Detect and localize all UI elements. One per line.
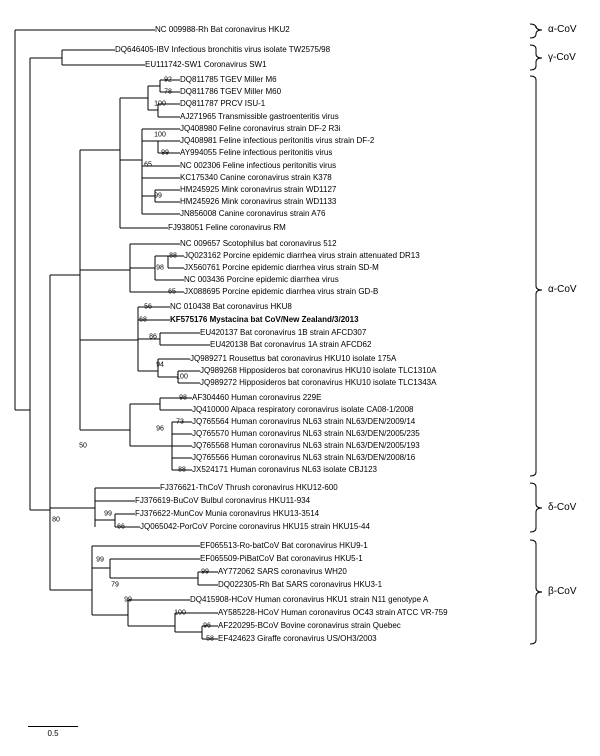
taxon-label: JX560761 Porcine epidemic diarrhea virus… bbox=[184, 264, 379, 272]
bootstrap-value: 78 bbox=[164, 89, 172, 96]
clade-bracket bbox=[530, 76, 542, 476]
taxon-label: JX524171 Human coronavirus NL63 isolate … bbox=[192, 466, 377, 474]
taxon-label: JN856008 Canine coronavirus strain A76 bbox=[180, 210, 325, 218]
taxon-label: JQ410000 Alpaca respiratory coronavirus … bbox=[192, 406, 413, 414]
taxon-label: HM245925 Mink coronavirus strain WD1127 bbox=[180, 186, 336, 194]
taxon-label: EU111742-SW1 Coronavirus SW1 bbox=[145, 61, 267, 69]
taxon-label: NC 009988-Rh Bat coronavirus HKU2 bbox=[155, 26, 290, 34]
taxon-label: FJ376622-MunCov Munia coronavirus HKU13-… bbox=[135, 510, 319, 518]
taxon-label: JQ989271 Rousettus bat coronavirus HKU10… bbox=[190, 355, 396, 363]
taxon-label: JQ065042-PorCoV Porcine coronavirus HKU1… bbox=[140, 523, 370, 531]
taxon-label: DQ811785 TGEV Miller M6 bbox=[180, 76, 277, 84]
taxon-label: JQ765566 Human coronavirus NL63 strain N… bbox=[192, 454, 415, 462]
taxon-label: JQ023162 Porcine epidemic diarrhea virus… bbox=[184, 252, 420, 260]
taxon-label: JQ989272 Hipposideros bat coronavirus HK… bbox=[200, 379, 436, 387]
taxon-label: JQ765564 Human coronavirus NL63 strain N… bbox=[192, 418, 415, 426]
clade-bracket bbox=[530, 24, 542, 38]
bootstrap-value: 99 bbox=[104, 511, 112, 518]
bootstrap-value: 88 bbox=[178, 467, 186, 474]
scale-line bbox=[28, 726, 78, 727]
bootstrap-value: 99 bbox=[124, 597, 132, 604]
taxon-label: JQ408980 Feline coronavirus strain DF-2 … bbox=[180, 125, 341, 133]
bootstrap-value: 99 bbox=[96, 557, 104, 564]
clade-label: γ-CoV bbox=[548, 53, 576, 63]
bootstrap-value: 92 bbox=[164, 77, 172, 84]
taxon-label: KC175340 Canine coronavirus strain K378 bbox=[180, 174, 332, 182]
taxon-label: EU420137 Bat coronavirus 1B strain AFCD3… bbox=[200, 329, 366, 337]
bootstrap-value: 100 bbox=[174, 610, 186, 617]
clade-bracket bbox=[530, 45, 542, 70]
taxon-label: AF304460 Human coronavirus 229E bbox=[192, 394, 321, 402]
taxon-label: FJ376621-ThCoV Thrush coronavirus HKU12-… bbox=[160, 484, 338, 492]
taxon-label: AY994055 Feline infectious peritonitis v… bbox=[180, 149, 332, 157]
scale-label: 0.5 bbox=[47, 729, 58, 738]
clade-label: α-CoV bbox=[548, 25, 577, 35]
taxon-label: AY585228-HCoV Human coronavirus OC43 str… bbox=[218, 609, 448, 617]
bootstrap-value: 96 bbox=[156, 426, 164, 433]
clade-bracket bbox=[530, 483, 542, 532]
taxon-label: AY772062 SARS coronavirus WH20 bbox=[218, 568, 347, 576]
taxon-label: EF065509-PiBatCoV Bat coronavirus HKU5-1 bbox=[200, 555, 363, 563]
taxon-label: AJ271965 Transmissible gastroenteritis v… bbox=[180, 113, 339, 121]
taxon-label: DQ811786 TGEV Miller M60 bbox=[180, 88, 281, 96]
bootstrap-value: 56 bbox=[144, 304, 152, 311]
bootstrap-value: 98 bbox=[179, 395, 187, 402]
taxon-label: JQ765570 Human coronavirus NL63 strain N… bbox=[192, 430, 420, 438]
taxon-label: EU420138 Bat coronavirus 1A strain AFCD6… bbox=[210, 341, 371, 349]
taxon-label: JQ989268 Hipposideros bat coronavirus HK… bbox=[200, 367, 436, 375]
taxon-label: NC 010438 Bat coronavirus HKU8 bbox=[170, 303, 292, 311]
bootstrap-value: 86 bbox=[149, 334, 157, 341]
bootstrap-value: 99 bbox=[154, 193, 162, 200]
taxon-label: AF220295-BCoV Bovine coronavirus strain … bbox=[218, 622, 401, 630]
clade-label: β-CoV bbox=[548, 587, 577, 597]
phylogenetic-tree: NC 009988-Rh Bat coronavirus HKU2 DQ64640… bbox=[0, 10, 520, 710]
taxon-label: KF575176 Mystacina bat CoV/New Zealand/3… bbox=[170, 316, 359, 324]
taxon-label: EF065513-Ro-batCoV Bat coronavirus HKU9-… bbox=[200, 542, 368, 550]
bootstrap-value: 80 bbox=[52, 517, 60, 524]
bootstrap-value: 98 bbox=[156, 265, 164, 272]
bootstrap-value: 79 bbox=[111, 582, 119, 589]
bootstrap-value: 100 bbox=[154, 132, 166, 139]
bootstrap-value: 58 bbox=[206, 636, 214, 643]
bootstrap-value: 99 bbox=[161, 150, 169, 157]
bootstrap-value: 66 bbox=[117, 524, 125, 531]
taxon-label: DQ811787 PRCV ISU-1 bbox=[180, 100, 265, 108]
bootstrap-value: 94 bbox=[156, 362, 164, 369]
bootstrap-value: 100 bbox=[176, 374, 188, 381]
taxon-label: DQ646405-IBV Infectious bronchitis virus… bbox=[115, 46, 330, 54]
bootstrap-value: 73 bbox=[176, 419, 184, 426]
taxon-label: NC 009657 Scotophilus bat coronavirus 51… bbox=[180, 240, 337, 248]
taxon-label: EF424623 Giraffe coronavirus US/OH3/2003 bbox=[218, 635, 377, 643]
bootstrap-value: 100 bbox=[154, 101, 166, 108]
taxon-label: FJ376619-BuCoV Bulbul coronavirus HKU11-… bbox=[135, 497, 310, 505]
taxon-label: DQ022305-Rh Bat SARS coronavirus HKU3-1 bbox=[218, 581, 382, 589]
bootstrap-value: 96 bbox=[203, 623, 211, 630]
taxon-label: NC 003436 Porcine epidemic diarrhea viru… bbox=[184, 276, 339, 284]
taxon-label: FJ938051 Feline coronavirus RM bbox=[168, 224, 286, 232]
clade-label: δ-CoV bbox=[548, 503, 576, 513]
taxon-label: NC 002306 Feline infectious peritonitis … bbox=[180, 162, 336, 170]
taxon-label: JQ408981 Feline infectious peritonitis v… bbox=[180, 137, 374, 145]
taxon-label: JX088695 Porcine epidemic diarrhea virus… bbox=[184, 288, 378, 296]
bootstrap-value: 65 bbox=[168, 289, 176, 296]
taxon-label: HM245926 Mink coronavirus strain WD1133 bbox=[180, 198, 336, 206]
clade-bracket bbox=[530, 540, 542, 644]
taxon-label: JQ765568 Human coronavirus NL63 strain N… bbox=[192, 442, 420, 450]
bootstrap-value: 68 bbox=[139, 317, 147, 324]
bootstrap-value: 65 bbox=[144, 162, 152, 169]
taxon-label: DQ415908-HCoV Human coronavirus HKU1 str… bbox=[190, 596, 428, 604]
scale-bar: 0.5 bbox=[28, 726, 78, 738]
clade-label: α-CoV bbox=[548, 285, 577, 295]
bootstrap-value: 88 bbox=[169, 253, 177, 260]
bootstrap-value: 50 bbox=[79, 443, 87, 450]
bootstrap-value: 99 bbox=[201, 569, 209, 576]
